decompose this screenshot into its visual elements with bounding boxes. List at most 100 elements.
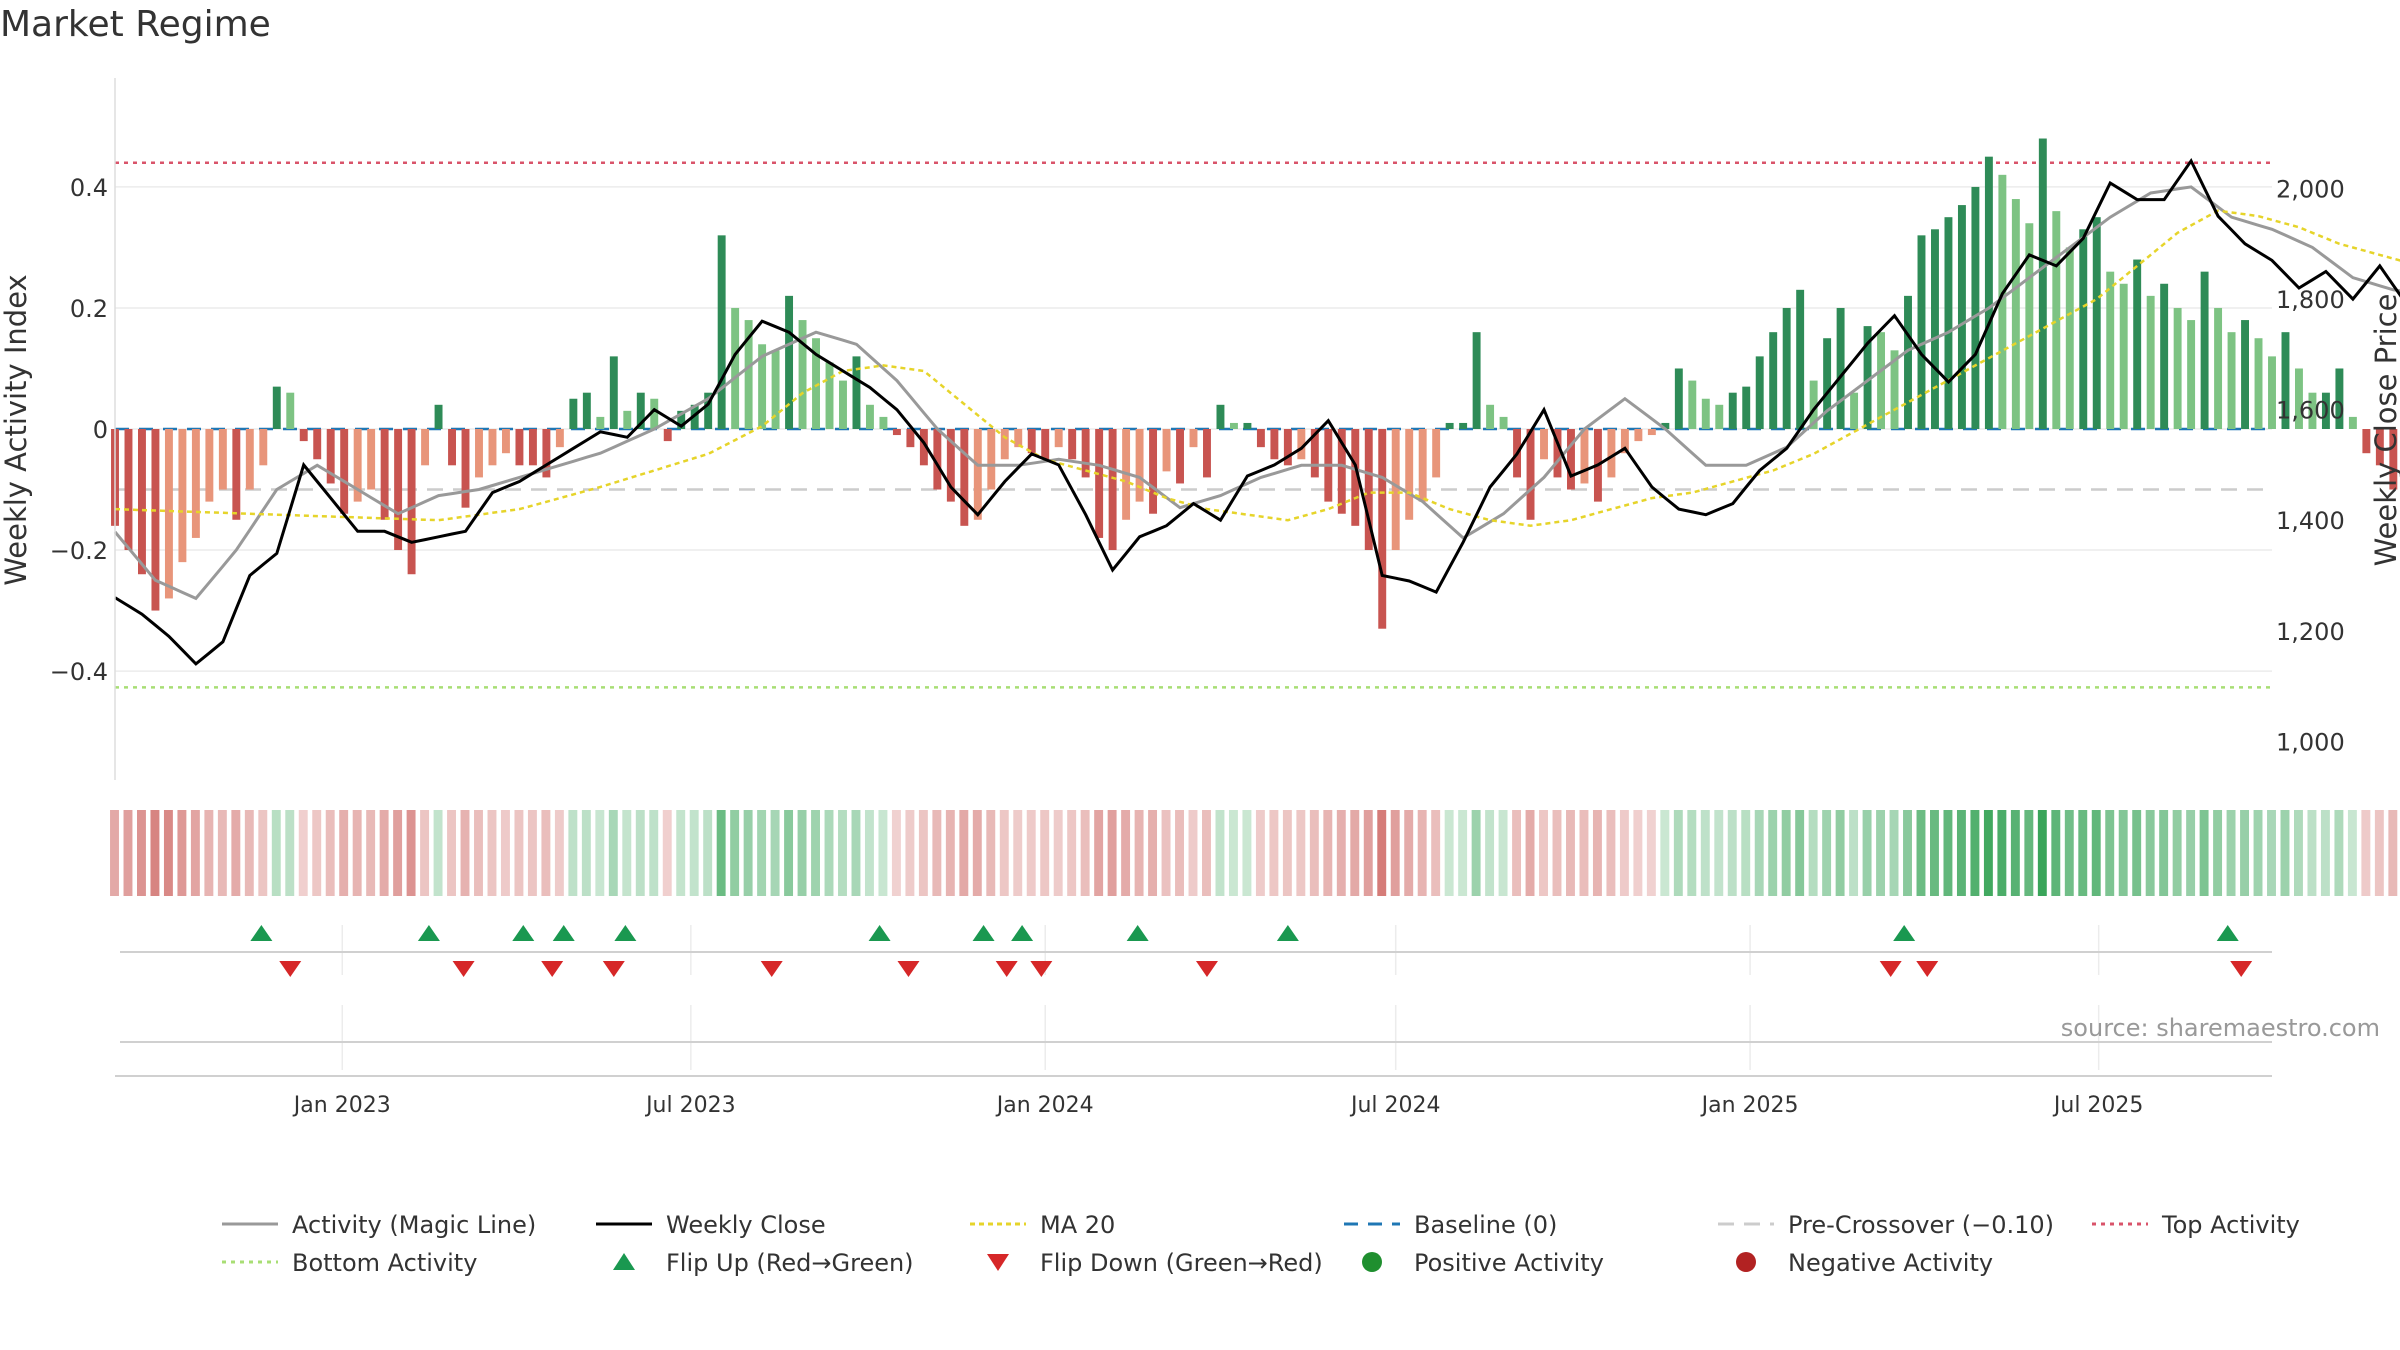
activity-bar [2389, 429, 2398, 490]
regime-strip-cell [2186, 810, 2196, 896]
activity-bar [1553, 429, 1562, 478]
regime-strip-cell [1997, 810, 2007, 896]
activity-bar [2214, 307, 2223, 429]
source-credit: source: sharemaestro.com [2060, 1014, 2380, 1042]
flip-down-marker [1030, 961, 1053, 977]
activity-bar [906, 429, 915, 448]
regime-strip-cell [770, 810, 780, 896]
activity-bar [1135, 429, 1144, 502]
activity-bar [1176, 429, 1184, 484]
flip-up-marker [417, 925, 440, 941]
regime-strip-cell [757, 810, 767, 896]
regime-strip-cell [2240, 810, 2249, 896]
regime-strip-cell [1956, 810, 1966, 896]
flip-up-marker [972, 925, 995, 941]
regime-strip-cell [2037, 810, 2047, 896]
activity-bar [636, 392, 645, 429]
regime-strip-cell [1013, 810, 1023, 896]
regime-strip-cell [2118, 810, 2128, 896]
activity-bar [259, 429, 268, 466]
regime-strip-cell [177, 810, 187, 896]
flip-up-marker [512, 925, 535, 941]
activity-bar [609, 356, 618, 429]
activity-bar [919, 429, 928, 466]
regime-strip [110, 810, 2398, 896]
activity-bar [488, 429, 497, 466]
regime-strip-cell [1822, 810, 1832, 896]
y-axis-right-label: Weekly Close Price [2369, 294, 2400, 567]
reference-lines [115, 161, 2272, 689]
activity-bar [2133, 259, 2142, 429]
regime-strip-cell [2105, 810, 2115, 896]
activity-bar [731, 307, 740, 429]
activity-bar [2281, 332, 2290, 429]
regime-strip-cell [244, 810, 254, 896]
regime-strip-cell [163, 810, 173, 896]
activity-bar [892, 429, 901, 436]
x-tick-label: Jul 2025 [2052, 1093, 2144, 1118]
legend-swatch [1362, 1252, 1382, 1272]
regime-strip-cell [1026, 810, 1036, 896]
regime-strip-cell [1188, 810, 1198, 896]
series-lines [113, 157, 2400, 666]
activity-bar [299, 429, 308, 442]
y-right-tick-label: 1,600 [2276, 397, 2345, 425]
regime-strip-cell [1970, 810, 1980, 896]
activity-bar [1432, 429, 1441, 478]
regime-strip-cell [1471, 810, 1481, 896]
activity-bar [1634, 429, 1643, 442]
regime-strip-cell [662, 810, 672, 896]
regime-strip-cell [1633, 810, 1643, 896]
regime-strip-cell [595, 810, 605, 896]
regime-strip-cell [339, 810, 349, 896]
activity-bars [111, 138, 2398, 629]
activity-bar [1405, 429, 1414, 520]
regime-strip-cell [433, 810, 443, 896]
flip-up-marker [1011, 925, 1034, 941]
activity-bar [650, 398, 659, 429]
legend-label: MA 20 [1040, 1211, 1115, 1239]
regime-strip-cell [649, 810, 659, 896]
activity-bar [596, 416, 605, 429]
activity-bar [1661, 422, 1670, 429]
legend-label: Weekly Close [666, 1211, 826, 1239]
regime-strip-cell [1485, 810, 1495, 896]
activity-bar [1499, 416, 1508, 429]
activity-bar [973, 429, 982, 520]
activity-bar [555, 429, 564, 448]
x-tick-label: Jul 2023 [644, 1093, 736, 1118]
regime-strip-cell [1148, 810, 1158, 896]
activity-bar [1971, 186, 1980, 429]
activity-bar [785, 295, 794, 429]
flip-down-marker [279, 961, 302, 977]
regime-strip-cell [878, 810, 888, 896]
regime-strip-cell [905, 810, 915, 896]
x-tick-label: Jan 2025 [1700, 1093, 1799, 1118]
activity-bar [1647, 429, 1656, 436]
activity-bar [475, 429, 483, 478]
activity-bar [1095, 429, 1104, 538]
chart-title: Market Regime [0, 4, 271, 45]
regime-strip-cell [298, 810, 308, 896]
regime-strip-cell [447, 810, 456, 896]
regime-strip-cell [500, 810, 510, 896]
activity-bar [1014, 429, 1023, 448]
regime-strip-cell [1552, 810, 1562, 896]
activity-bar [2200, 271, 2209, 429]
regime-strip-cell [608, 810, 618, 896]
flip-down-marker [2230, 961, 2253, 977]
regime-strip-cell [1067, 810, 1077, 896]
regime-strip-cell [1606, 810, 1616, 896]
regime-strip-cell [123, 810, 133, 896]
regime-strip-cell [1053, 810, 1063, 896]
activity-bar [178, 429, 187, 563]
activity-bar [232, 429, 241, 520]
activity-bar [1742, 386, 1751, 429]
regime-strip-cell [581, 810, 591, 896]
regime-strip-cell [568, 810, 578, 896]
regime-strip-cell [1835, 810, 1845, 896]
activity-bar [151, 429, 160, 611]
regime-strip-cell [541, 810, 551, 896]
regime-strip-cell [1512, 810, 1522, 896]
activity-bar [1620, 429, 1629, 454]
